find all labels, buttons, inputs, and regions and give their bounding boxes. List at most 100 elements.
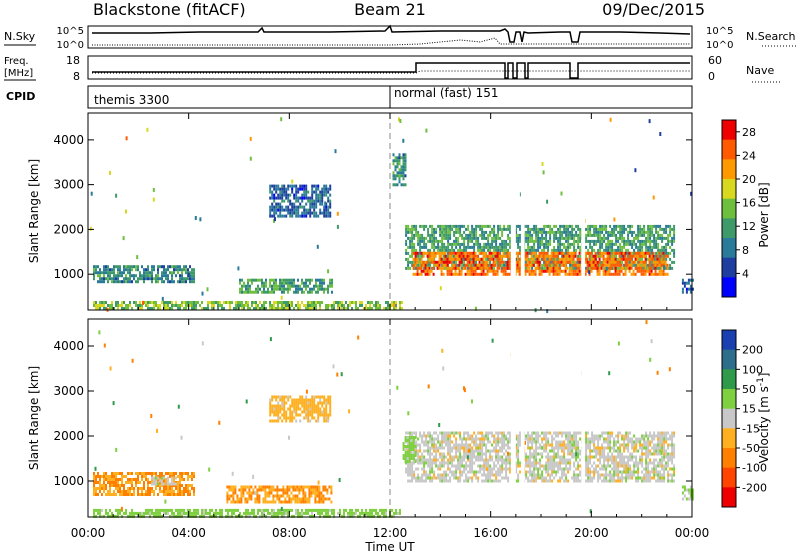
echo-cell [162, 482, 165, 486]
echo-cell [277, 419, 280, 423]
echo-cell [601, 239, 604, 243]
echo-cell [591, 224, 594, 228]
echo-cell [97, 304, 99, 307]
echo-cell [307, 401, 310, 405]
echo-cell [273, 214, 276, 218]
echo-cell [327, 196, 330, 200]
echo-cell [617, 248, 620, 252]
echo-cell [105, 508, 107, 512]
echo-cell [461, 263, 464, 267]
echo-cell [496, 251, 499, 255]
date-label: 09/Dec/2015 [602, 0, 705, 19]
echo-cell [423, 236, 426, 240]
echo-cell [297, 413, 300, 417]
sky-noise-line [92, 24, 691, 43]
echo-cell [652, 251, 655, 255]
echo-cell [153, 493, 155, 496]
echo-cell [179, 490, 181, 493]
echo-point [291, 179, 294, 184]
echo-cell [161, 277, 163, 281]
echo-cell [237, 514, 239, 518]
echo-cell [599, 230, 602, 234]
echo-cell [321, 278, 323, 282]
echo-cell [463, 458, 466, 462]
echo-cell [181, 301, 183, 304]
echo-cell [639, 257, 642, 261]
echo-cell [539, 242, 542, 246]
echo-cell [467, 242, 470, 246]
echo-cell [538, 254, 541, 258]
echo-cell [187, 472, 189, 475]
echo-cell [147, 271, 149, 275]
echo-cell [323, 193, 326, 197]
echo-cell [117, 304, 119, 307]
echo-cell [271, 511, 273, 515]
echo-cell [468, 251, 471, 255]
echo-cell [281, 278, 283, 282]
echo-cell [478, 251, 481, 255]
echo-cell [133, 490, 135, 493]
echo-cell [398, 156, 401, 160]
echo-cell [592, 266, 595, 270]
echo-cell [566, 254, 569, 258]
echo-cell [127, 481, 129, 484]
echo-cell [277, 410, 280, 414]
echo-cell [601, 242, 604, 246]
echo-cell [538, 260, 541, 264]
echo-cell [537, 227, 540, 231]
power-colorbar-label: Power [dB] [757, 182, 771, 247]
echo-cell [481, 458, 484, 462]
echo-cell [543, 245, 546, 249]
echo-cell [315, 190, 318, 194]
echo-cell [139, 304, 141, 307]
echo-cell [123, 265, 125, 269]
echo-cell [448, 254, 451, 258]
echo-cell [441, 230, 444, 234]
echo-cell [259, 301, 261, 304]
echo-cell [439, 431, 442, 435]
echo-point [546, 199, 549, 204]
echo-cell [437, 440, 440, 444]
echo-cell [181, 478, 183, 481]
echo-cell [137, 511, 139, 515]
echo-cell [645, 248, 648, 252]
echo-cell [203, 511, 205, 515]
echo-cell [179, 481, 181, 484]
echo-cell [536, 260, 539, 264]
echo-cell [333, 508, 335, 512]
echo-cell [99, 475, 101, 478]
echo-cell [193, 268, 195, 272]
echo-cell [411, 260, 414, 264]
echo-cell [245, 287, 247, 291]
echo-cell [177, 514, 179, 518]
echo-cell [600, 251, 603, 255]
echo-cell [463, 437, 466, 441]
echo-cell [657, 251, 660, 255]
echo-cell [570, 269, 573, 273]
echo-cell [464, 263, 467, 267]
echo-cell [149, 493, 151, 496]
echo-cell [538, 257, 541, 261]
echo-cell [660, 263, 663, 267]
echo-cell [271, 196, 274, 200]
echo-point [652, 195, 655, 200]
echo-cell [599, 224, 602, 228]
echo-cell [607, 236, 610, 240]
echo-cell [457, 461, 460, 465]
echo-cell [481, 464, 484, 468]
echo-cell [474, 272, 477, 276]
echo-cell [464, 254, 467, 258]
echo-cell [273, 407, 276, 411]
echo-cell [310, 488, 313, 492]
echo-cell [101, 271, 103, 275]
echo-cell [283, 287, 285, 291]
echo-cell [241, 290, 243, 294]
echo-cell [445, 440, 448, 444]
echo-cell [460, 251, 463, 255]
echo-cell [525, 224, 528, 228]
colorbar-tick-label: 20 [742, 173, 756, 186]
echo-cell [337, 307, 339, 310]
echo-cell [287, 290, 289, 294]
echo-cell [485, 443, 488, 447]
echo-cell [317, 301, 319, 304]
